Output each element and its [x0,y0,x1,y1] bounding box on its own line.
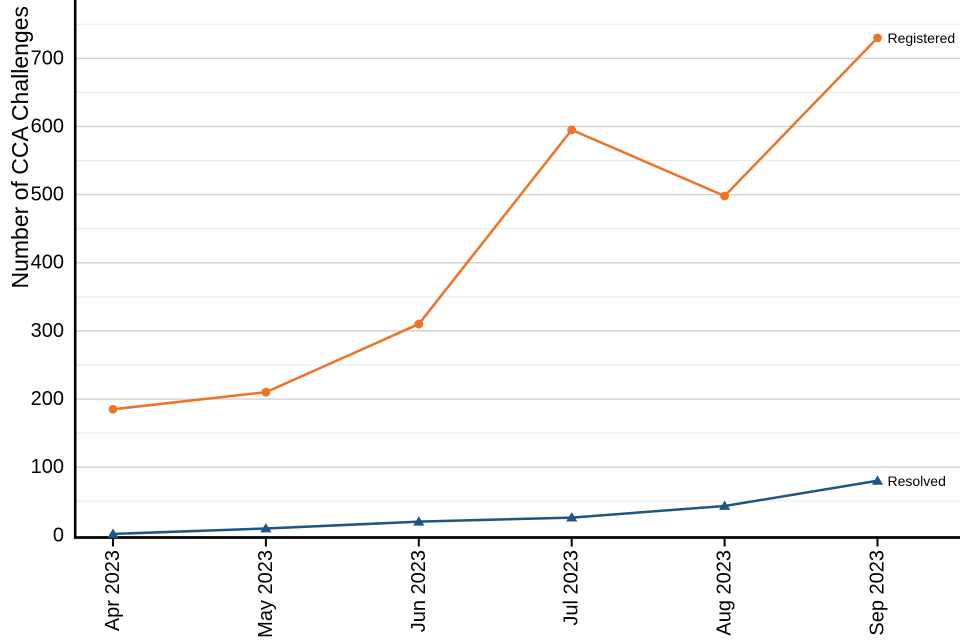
data-point-registered [414,319,424,329]
series-lines [111,36,879,536]
minor-gridlines [76,23,960,502]
data-point-registered [261,387,271,397]
x-tick-label: Jun 2023 [408,550,430,632]
data-point-resolved [871,475,884,485]
series-line-resolved [111,479,879,536]
series-label-registered: Registered [888,30,956,46]
y-tick-label: 200 [31,388,64,410]
y-tick-label: 400 [31,252,64,274]
data-point-resolved [413,516,425,526]
x-tick-label: Jul 2023 [561,550,583,626]
data-point-resolved [260,523,272,533]
x-tick-label: May 2023 [255,550,277,638]
data-point-registered [873,33,882,43]
y-axis-tick-labels: 0 100 200 300 400 500 600 700 [31,47,64,546]
x-tick-label: Apr 2023 [102,550,124,631]
series-markers [107,33,884,538]
series-label-resolved: Resolved [888,473,946,489]
data-point-resolved [566,512,578,522]
y-tick-label: 0 [53,524,64,546]
y-tick-label: 600 [31,115,64,137]
data-point-registered [720,191,729,201]
data-point-registered [567,125,577,135]
data-point-registered [108,404,118,414]
axes [73,0,960,539]
major-gridlines [76,57,960,468]
data-point-resolved [719,500,731,510]
y-axis-title: Number of CCA Challenges [7,6,33,289]
y-tick-label: 300 [31,320,64,342]
x-tick-label: Aug 2023 [714,550,736,636]
series-end-labels: Registered Resolved [888,30,956,489]
y-tick-label: 500 [31,184,64,206]
x-axis-tick-labels: Apr 2023 May 2023 Jun 2023 Jul 2023 Aug 2023… [102,550,889,638]
y-tick-label: 700 [31,47,64,69]
y-tick-label: 100 [31,456,64,478]
series-line-registered [111,36,879,411]
x-tick-label: Sep 2023 [867,550,889,636]
data-point-resolved [107,528,119,538]
x-axis-tick-marks [112,538,879,547]
